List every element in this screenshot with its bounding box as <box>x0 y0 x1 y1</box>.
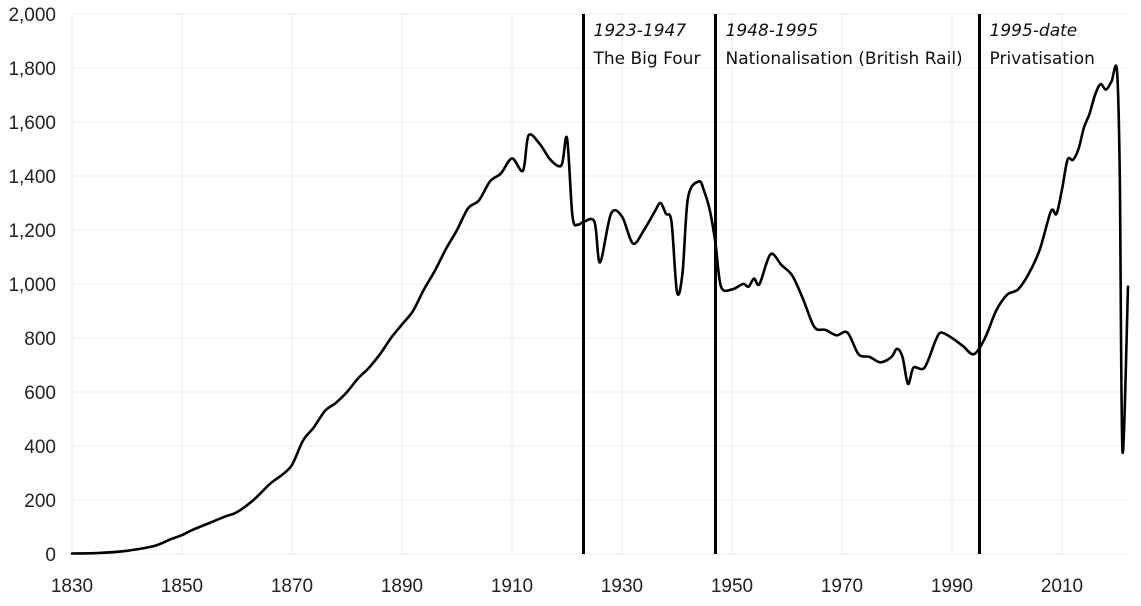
y-tick-label: 1,600 <box>8 113 56 134</box>
era-dividers: 1923-1947 The Big Four 1948-1995 Nationalis… <box>582 14 1095 554</box>
x-tick-label: 1950 <box>711 576 753 597</box>
era-period-label: 1948-1995 <box>726 21 819 41</box>
x-tick-label: 1930 <box>601 576 643 597</box>
x-tick-label: 1850 <box>161 576 203 597</box>
y-tick-label: 1,800 <box>8 59 56 80</box>
gridlines <box>71 13 1128 555</box>
x-tick-label: 1870 <box>271 576 313 597</box>
y-tick-label: 600 <box>24 383 56 404</box>
y-tick-label: 200 <box>24 491 56 512</box>
x-tick-label: 1830 <box>51 576 93 597</box>
series-layer <box>70 64 1130 555</box>
era-period-label: 1995-date <box>990 21 1078 41</box>
x-axis-ticks: 1830 1850 1870 1890 1910 1930 1950 1970 1990 2010 <box>51 576 1083 597</box>
y-tick-label: 400 <box>24 437 56 458</box>
y-tick-label: 1,400 <box>8 167 56 188</box>
x-tick-label: 1990 <box>931 576 973 597</box>
era-name-label: Nationalisation (British Rail) <box>726 49 963 69</box>
x-tick-label: 1890 <box>381 576 423 597</box>
era-name-label: Privatisation <box>990 49 1095 69</box>
era-period-label: 1923-1947 <box>594 21 687 41</box>
y-tick-label: 1,000 <box>8 275 56 296</box>
y-tick-label: 0 <box>45 545 56 566</box>
y-tick-label: 2,000 <box>8 5 56 26</box>
y-tick-label: 1,200 <box>8 221 56 242</box>
x-tick-label: 2010 <box>1041 576 1083 597</box>
y-tick-label: 800 <box>24 329 56 350</box>
series-line-0 <box>70 64 1130 555</box>
y-axis-ticks: 0 200 400 600 800 1,000 1,200 1,400 1,600 1,800 2,… <box>8 5 56 566</box>
x-tick-label: 1910 <box>491 576 533 597</box>
era-name-label: The Big Four <box>593 49 701 69</box>
x-tick-label: 1970 <box>821 576 863 597</box>
